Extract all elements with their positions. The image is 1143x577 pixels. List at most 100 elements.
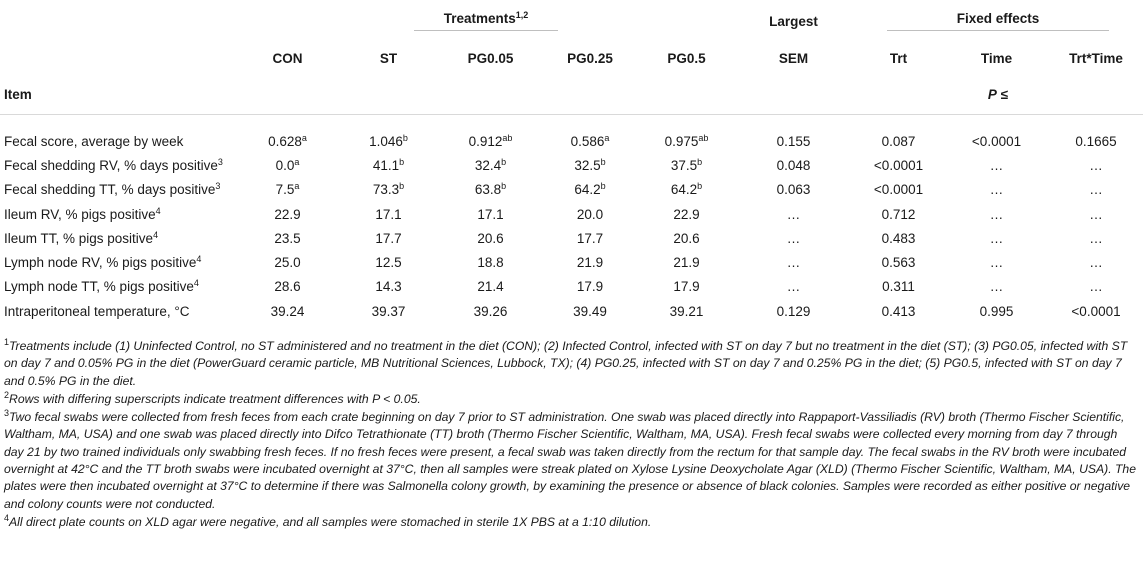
col-header-sem: SEM (778, 50, 809, 66)
header-row-groups: Treatments1,2 Largest Fixed effects (0, 0, 1143, 42)
treatment-value: 0.586a (570, 132, 610, 149)
item-header: Item (4, 86, 32, 102)
header-row-item: Item P ≤ (0, 74, 1143, 115)
time-p-value: … (989, 230, 1004, 246)
treatment-value: 39.21 (669, 303, 704, 319)
treatment-value: 25.0 (274, 255, 301, 271)
treatment-value: 17.9 (673, 279, 700, 295)
time-p-value: 0.995 (979, 303, 1014, 319)
trt-time-p-value: … (1089, 157, 1103, 173)
row-label: Fecal shedding RV, % days positive3 (4, 156, 223, 173)
treatment-value: 63.8b (474, 181, 507, 198)
row-label: Ileum TT, % pigs positive4 (4, 229, 159, 246)
table-row: Fecal score, average by week 0.628a 1.046b… (0, 129, 1143, 153)
trt-time-p-value: <0.0001 (1071, 303, 1121, 319)
trt-p-value: 0.413 (881, 303, 916, 319)
sem-value: 0.155 (776, 133, 811, 149)
row-label: Lymph node RV, % pigs positive4 (4, 254, 202, 271)
treatment-value: 17.1 (375, 206, 402, 222)
treatment-value: 39.49 (573, 303, 607, 319)
trt-p-value: 0.087 (881, 133, 916, 149)
treatment-value: 64.2b (574, 181, 606, 198)
time-p-value: … (989, 206, 1004, 222)
trt-p-value: 0.563 (881, 255, 916, 271)
row-label: Intraperitoneal temperature, °C (4, 303, 190, 319)
table-row: Ileum TT, % pigs positive4 23.5 17.7 20.6 17… (0, 226, 1143, 250)
col-header-con: CON (272, 50, 303, 66)
trt-time-p-value: … (1089, 206, 1103, 222)
time-p-value: … (989, 279, 1004, 295)
treatment-value: 20.6 (673, 230, 700, 246)
treatment-value: 0.912ab (468, 132, 513, 149)
treatment-value: 64.2b (670, 181, 703, 198)
col-header-trt-time: Trt*Time (1069, 50, 1123, 66)
fixed-effects-group-header: Fixed effects (853, 0, 1143, 42)
time-p-value: … (989, 255, 1004, 271)
table-body: Fecal score, average by week 0.628a 1.046b… (0, 129, 1143, 323)
footnotes: 1Treatments include (1) Uninfected Contr… (4, 338, 1139, 532)
largest-header: Largest (769, 13, 818, 29)
sem-value: 0.063 (776, 182, 811, 198)
treatment-value: 21.9 (673, 255, 700, 271)
treatment-value: 28.6 (274, 279, 301, 295)
treatment-value: 23.5 (274, 230, 301, 246)
col-header-st: ST (379, 50, 398, 66)
sem-value: … (786, 255, 801, 271)
treatment-value: 12.5 (375, 255, 402, 271)
treatment-value: 39.24 (270, 303, 305, 319)
treatment-value: 0.0a (275, 156, 300, 173)
treatment-value: 17.7 (375, 230, 402, 246)
treatment-value: 14.3 (375, 279, 402, 295)
treatment-value: 17.7 (576, 230, 604, 246)
p-value-header: P ≤ (987, 86, 1009, 102)
trt-p-value: 0.311 (882, 279, 915, 295)
sem-value: 0.129 (776, 303, 811, 319)
sem-value: … (786, 206, 801, 222)
row-label: Lymph node TT, % pigs positive4 (4, 278, 199, 295)
footnote-3: 3Two fecal swabs were collected from fre… (4, 408, 1136, 511)
table-row: Intraperitoneal temperature, °C 39.24 39.3… (0, 299, 1143, 323)
table-row: Fecal shedding TT, % days positive3 7.5a 7… (0, 178, 1143, 202)
treatment-value: 1.046b (369, 132, 408, 149)
time-p-value: <0.0001 (971, 133, 1022, 149)
trt-p-value: 0.483 (881, 230, 916, 246)
treatment-value: 39.37 (371, 303, 406, 319)
header-row-columns: CON ST PG0.05 PG0.25 PG0.5 SEM Trt Time … (0, 42, 1143, 74)
trt-p-value: <0.0001 (873, 182, 924, 198)
trt-p-value: 0.712 (881, 206, 916, 222)
treatment-value: 32.4b (474, 156, 507, 173)
trt-time-p-value: … (1089, 255, 1103, 271)
treatment-value: 21.9 (576, 255, 604, 271)
treatments-group-header: Treatments1,2 (238, 0, 734, 42)
treatment-value: 39.26 (473, 303, 508, 319)
trt-time-p-value: … (1089, 182, 1103, 198)
table-row: Ileum RV, % pigs positive4 22.9 17.1 17.1 20… (0, 202, 1143, 226)
time-p-value: … (989, 182, 1004, 198)
trt-p-value: <0.0001 (873, 157, 924, 173)
treatment-value: 41.1b (372, 156, 405, 173)
footnote-2: 2Rows with differing superscripts indica… (4, 389, 421, 406)
table-row: Lymph node RV, % pigs positive4 25.0 12.5 1… (0, 250, 1143, 274)
treatment-value: 20.6 (477, 230, 504, 246)
table-row: Fecal shedding RV, % days positive3 0.0a 4… (0, 153, 1143, 177)
row-label: Fecal shedding TT, % days positive3 (4, 181, 221, 198)
sem-value: … (786, 230, 801, 246)
sem-value: 0.048 (776, 157, 811, 173)
treatment-value: 22.9 (673, 206, 700, 222)
treatment-value: 0.975ab (664, 132, 709, 149)
treatment-value: 17.9 (576, 279, 604, 295)
treatment-value: 18.8 (477, 255, 504, 271)
col-header-pg05: PG0.5 (667, 50, 706, 66)
col-header-trt: Trt (889, 50, 908, 66)
treatment-value: 20.0 (576, 206, 604, 222)
time-p-value: … (989, 157, 1004, 173)
footnote-1: 1Treatments include (1) Uninfected Contr… (4, 337, 1128, 388)
trt-time-p-value: … (1089, 230, 1103, 246)
treatment-value: 37.5b (670, 156, 703, 173)
col-header-time: Time (980, 50, 1013, 66)
col-header-pg025: PG0.25 (567, 50, 613, 66)
trt-time-p-value: 0.1665 (1075, 133, 1117, 149)
col-header-pg005: PG0.05 (467, 50, 514, 66)
footnote-4: 4All direct plate counts on XLD agar wer… (4, 512, 652, 529)
